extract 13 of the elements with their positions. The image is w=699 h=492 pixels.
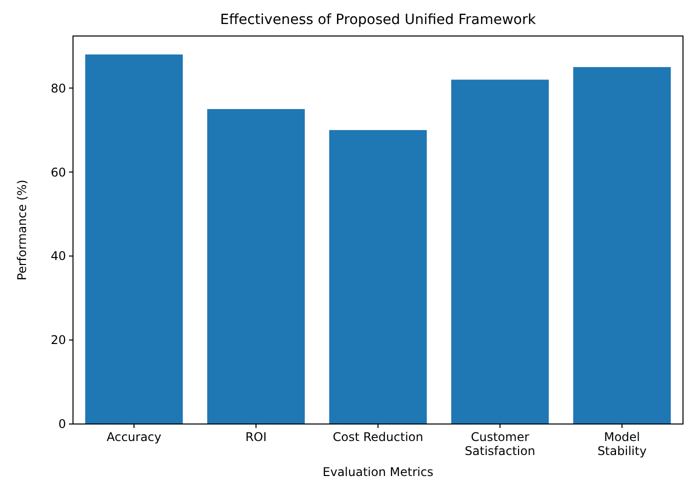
y-tick-label: 20 (50, 333, 66, 348)
y-tick-label: 0 (58, 417, 66, 432)
x-axis-title: Evaluation Metrics (322, 465, 434, 479)
x-tick-label: ROI (245, 430, 267, 444)
y-tick-label: 40 (50, 249, 66, 264)
x-tick-label: Cost Reduction (332, 430, 424, 444)
y-tick-label: 80 (50, 81, 66, 96)
chart-title: Effectiveness of Proposed Unified Framework (220, 12, 537, 28)
y-tick-label: 60 (50, 165, 66, 180)
x-tick-label: Accuracy (106, 430, 162, 444)
y-axis-title: Performance (%) (15, 180, 29, 280)
x-tick-label: Model Stability (597, 430, 647, 458)
x-tick-label: Customer Satisfaction (464, 430, 536, 458)
